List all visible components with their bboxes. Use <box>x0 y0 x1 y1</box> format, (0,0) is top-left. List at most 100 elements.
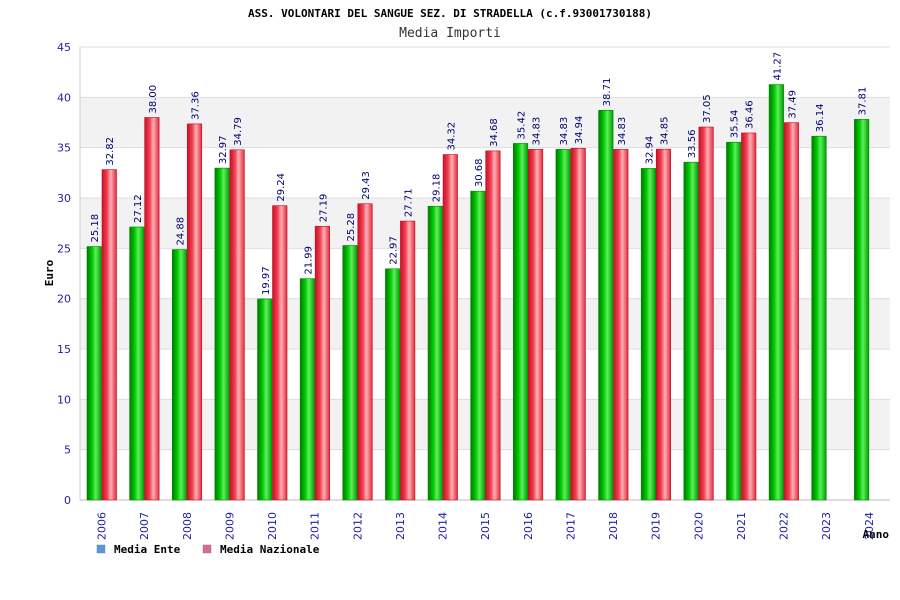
x-tick-label: 2017 <box>564 512 577 540</box>
bar-media-ente <box>342 245 358 501</box>
value-label-media-nazionale: 29.24 <box>276 173 287 202</box>
bar-media-ente <box>854 119 870 501</box>
value-label-media-nazionale: 37.05 <box>702 94 713 123</box>
x-tick-label: 2021 <box>735 512 748 540</box>
value-label-media-nazionale: 32.82 <box>105 137 116 166</box>
bar-media-nazionale <box>357 203 373 501</box>
legend-label-media-ente: Media Ente <box>114 543 181 556</box>
bar-media-nazionale <box>186 123 203 501</box>
bar-media-ente <box>726 141 742 501</box>
legend: Media Ente Media Nazionale <box>96 543 320 556</box>
chart-title: ASS. VOLONTARI DEL SANGUE SEZ. DI STRADE… <box>248 7 652 20</box>
x-tick-label: 2020 <box>692 512 705 540</box>
x-tick-label: 2009 <box>223 512 236 540</box>
value-label-media-ente: 22.97 <box>389 236 400 265</box>
x-tick-label: 2022 <box>778 512 791 540</box>
x-tick-label: 2018 <box>607 512 620 540</box>
bar-media-nazionale <box>741 132 757 501</box>
value-label-media-ente: 32.94 <box>644 136 655 165</box>
value-label-media-ente: 41.27 <box>772 52 783 81</box>
value-label-media-nazionale: 34.94 <box>574 116 585 145</box>
value-label-media-ente: 25.18 <box>90 214 101 243</box>
x-axis-ticks: 2006 2007 2008 2009 2010 2011 2012 2013 2014 2015… <box>96 512 876 540</box>
bar-media-nazionale <box>613 149 629 501</box>
value-label-media-ente: 24.88 <box>176 217 187 246</box>
x-tick-label: 2011 <box>309 512 322 540</box>
value-label-media-nazionale: 38.00 <box>148 85 159 114</box>
value-label-media-nazionale: 34.32 <box>446 122 457 151</box>
value-label-media-nazionale: 34.79 <box>233 117 244 146</box>
value-label-media-nazionale: 29.43 <box>361 171 372 200</box>
bar-media-nazionale <box>272 205 288 501</box>
x-tick-label: 2010 <box>266 512 279 540</box>
chart-subtitle: Media Importi <box>399 26 501 41</box>
y-tick-label: 30 <box>57 192 71 205</box>
y-axis-ticks: 0 5 10 15 20 25 30 35 40 45 <box>57 41 71 507</box>
y-tick-label: 25 <box>57 242 71 255</box>
bar-media-ente <box>86 246 102 501</box>
y-tick-label: 5 <box>64 444 71 457</box>
y-tick-label: 20 <box>57 293 71 306</box>
legend-label-media-nazionale: Media Nazionale <box>220 543 320 556</box>
y-tick-label: 15 <box>57 343 71 356</box>
x-tick-label: 2007 <box>138 512 151 540</box>
value-label-media-ente: 33.56 <box>687 130 698 159</box>
value-label-media-ente: 25.28 <box>346 213 357 242</box>
value-label-media-ente: 29.18 <box>431 174 442 203</box>
y-tick-label: 35 <box>57 142 71 155</box>
x-tick-label: 2015 <box>479 512 492 540</box>
x-tick-label: 2006 <box>96 512 109 540</box>
bar-media-ente <box>385 268 401 501</box>
bar-media-ente <box>640 168 657 501</box>
bar-media-nazionale <box>229 149 245 501</box>
bar-media-ente <box>129 226 145 501</box>
bar-media-nazionale <box>528 149 544 501</box>
value-label-media-ente: 35.42 <box>517 111 528 140</box>
bar-media-ente <box>555 149 571 501</box>
bar-media-nazionale <box>485 150 501 501</box>
x-tick-label: 2016 <box>522 512 535 540</box>
bar-media-nazionale <box>314 225 330 501</box>
value-label-media-ente: 36.14 <box>815 104 826 133</box>
bar-media-ente <box>427 205 443 501</box>
value-label-media-nazionale: 34.85 <box>659 117 670 146</box>
bar-media-nazionale <box>400 220 416 501</box>
x-tick-label: 2024 <box>863 512 876 540</box>
bar-media-nazionale <box>783 122 799 501</box>
value-label-media-ente: 37.81 <box>858 87 869 116</box>
bar-media-nazionale <box>144 117 160 501</box>
value-label-media-nazionale: 34.68 <box>489 118 500 147</box>
plot-band <box>80 47 890 98</box>
value-label-media-ente: 27.12 <box>133 194 144 223</box>
bar-media-nazionale <box>442 154 458 501</box>
bars <box>86 84 870 501</box>
value-label-media-ente: 21.99 <box>303 246 314 275</box>
bar-media-ente <box>214 167 230 501</box>
value-label-media-nazionale: 27.71 <box>404 188 415 217</box>
legend-swatch-media-nazionale <box>202 544 212 554</box>
bar-media-ente <box>683 161 699 501</box>
value-label-media-ente: 30.68 <box>474 159 485 188</box>
x-tick-label: 2012 <box>351 512 364 540</box>
value-labels: 25.18 32.82 27.12 38.00 24.88 37.36 32.97 34.79… <box>90 52 868 295</box>
bar-media-ente <box>513 143 529 501</box>
x-tick-label: 2013 <box>394 512 407 540</box>
bar-media-ente <box>811 135 827 501</box>
x-axis-label: Anno <box>863 528 890 541</box>
bar-media-ente <box>257 298 273 501</box>
bar-media-nazionale <box>570 147 586 501</box>
bar-media-ente <box>299 278 315 501</box>
value-label-media-nazionale: 34.83 <box>617 117 628 146</box>
x-tick-label: 2019 <box>650 512 663 540</box>
bar-media-nazionale <box>655 148 672 501</box>
legend-swatch-media-ente <box>96 544 106 554</box>
value-label-media-ente: 19.97 <box>261 266 272 295</box>
bar-media-ente <box>470 190 486 501</box>
y-tick-label: 10 <box>57 393 71 406</box>
value-label-media-ente: 35.54 <box>730 110 741 139</box>
y-tick-label: 45 <box>57 41 71 54</box>
bar-media-nazionale <box>101 169 117 501</box>
bar-media-ente <box>171 249 188 501</box>
value-label-media-nazionale: 36.46 <box>745 100 756 129</box>
bar-media-ente <box>598 110 614 501</box>
